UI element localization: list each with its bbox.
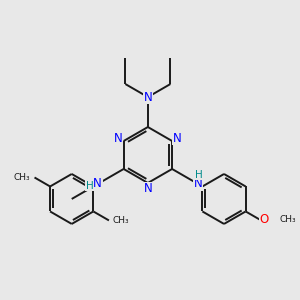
Text: N: N (114, 131, 123, 145)
Text: CH₃: CH₃ (280, 215, 296, 224)
Text: N: N (194, 178, 203, 190)
Text: N: N (93, 178, 102, 190)
Text: O: O (260, 213, 269, 226)
Text: H: H (86, 181, 94, 191)
Text: CH₃: CH₃ (113, 216, 130, 225)
Text: H: H (195, 170, 203, 180)
Text: CH₃: CH₃ (14, 173, 31, 182)
Text: N: N (173, 131, 182, 145)
Text: N: N (143, 182, 152, 196)
Text: N: N (143, 91, 152, 103)
